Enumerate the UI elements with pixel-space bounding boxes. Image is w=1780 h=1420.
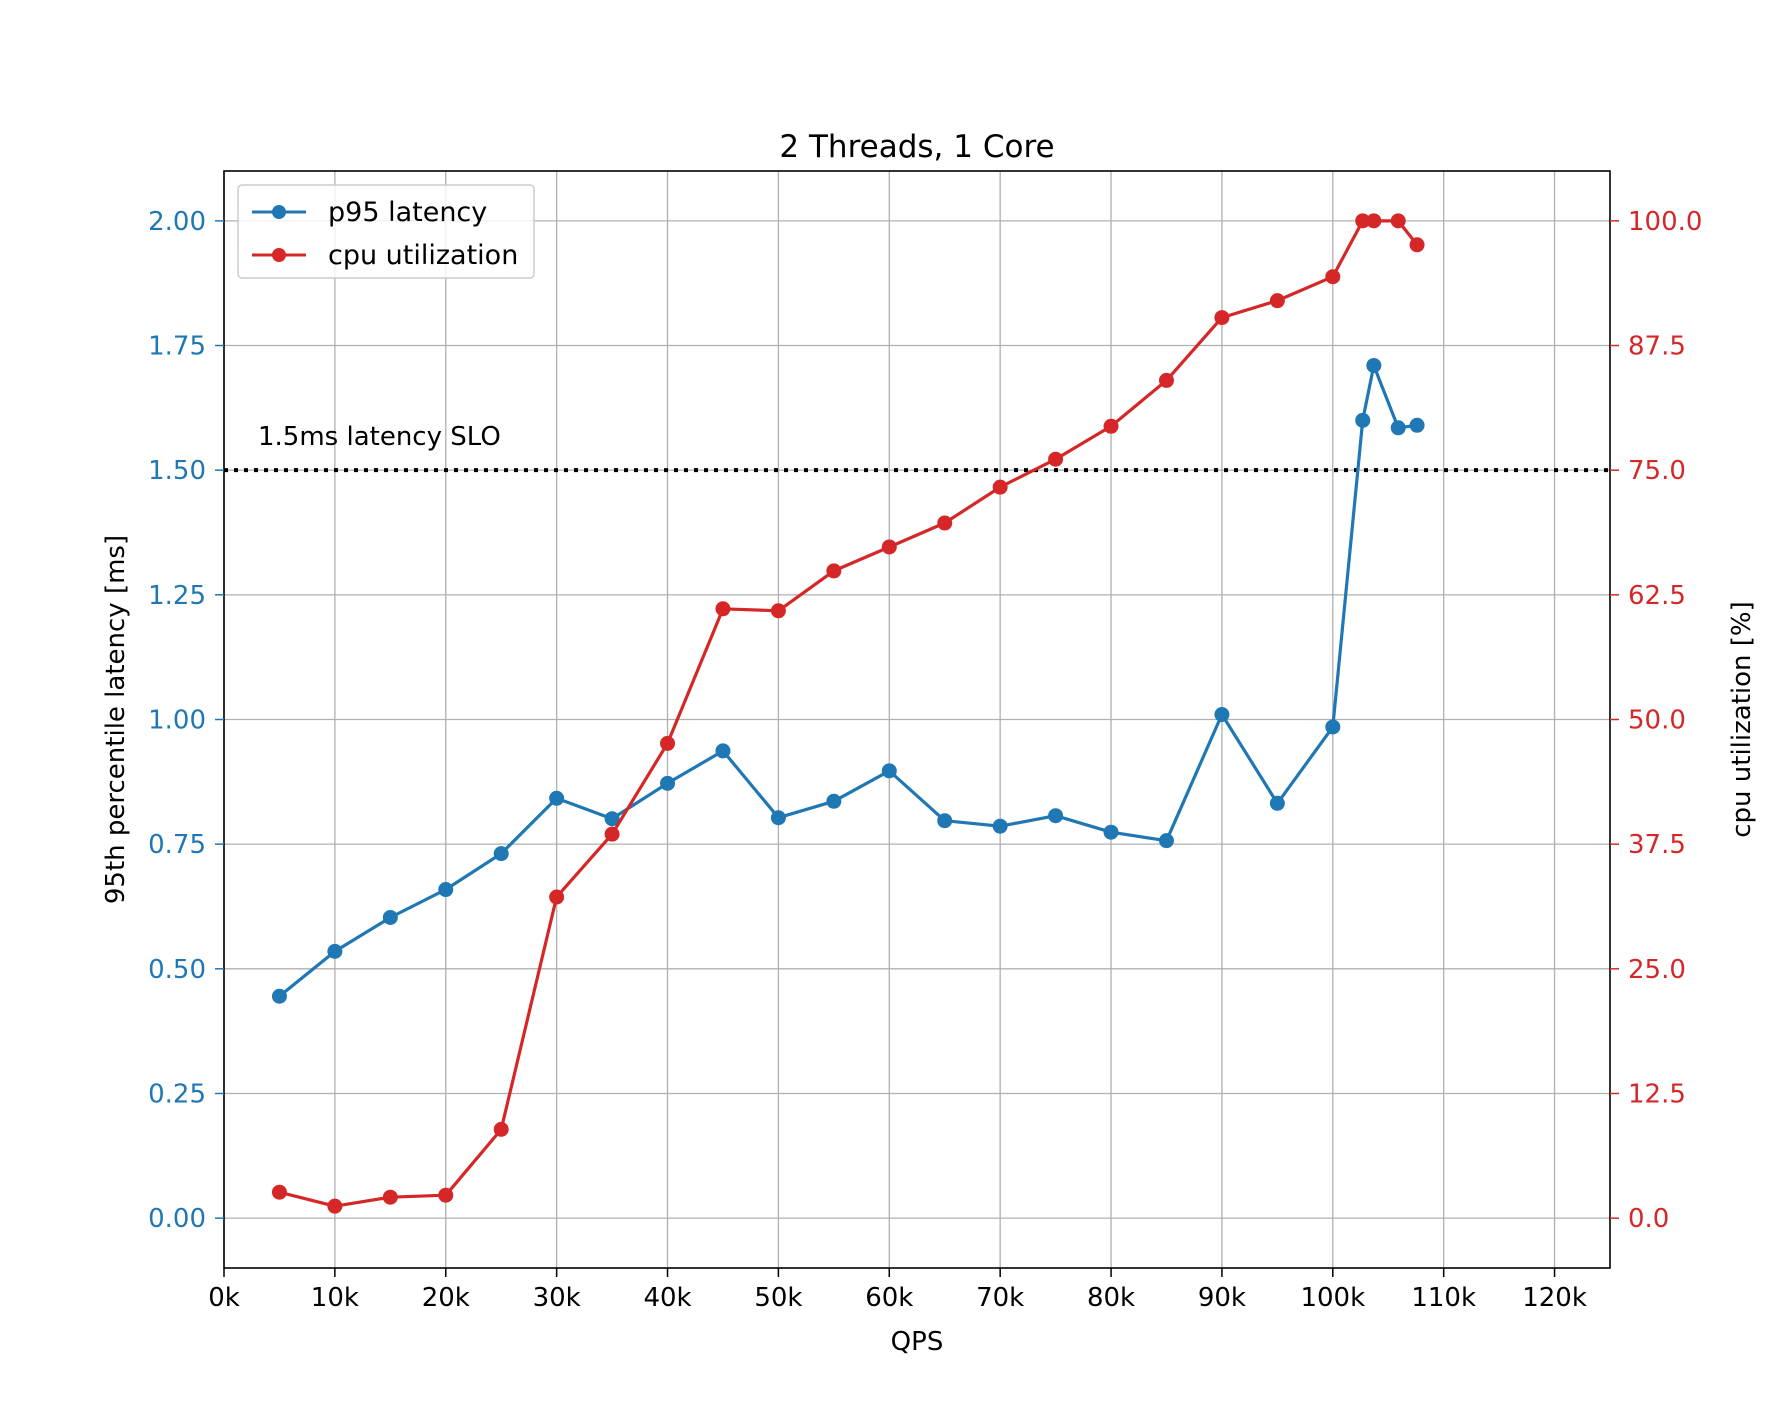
y-tick-label-1-50: 1.50 xyxy=(148,456,206,486)
x-tick-label-100k: 100k xyxy=(1300,1283,1365,1313)
data-point-p95-latency-14 xyxy=(1048,808,1064,824)
legend-box xyxy=(237,184,535,279)
data-point-cpu-utilization-7 xyxy=(660,735,676,751)
series-line-cpu-utilization xyxy=(279,219,1419,1208)
data-point-p95-latency-0 xyxy=(271,988,287,1004)
data-point-p95-latency-7 xyxy=(660,775,676,791)
x-axis-label: QPS xyxy=(891,1327,944,1357)
data-point-p95-latency-20 xyxy=(1355,412,1371,428)
x-tick-label-60k: 60k xyxy=(865,1283,913,1313)
data-point-cpu-utilization-8 xyxy=(715,601,731,617)
data-point-cpu-utilization-18 xyxy=(1269,293,1285,309)
y-tick-label-1-75: 1.75 xyxy=(148,332,206,362)
data-point-cpu-utilization-1 xyxy=(327,1198,343,1214)
y2-tick-label-37-5: 37.5 xyxy=(1628,830,1686,860)
y-axis-left: 0.00 0.25 0.50 0.75 1.00 1.25 1.50 1.75 2.00 xyxy=(148,207,224,1234)
data-point-p95-latency-22 xyxy=(1390,420,1406,436)
data-point-p95-latency-21 xyxy=(1366,357,1382,373)
data-point-p95-latency-4 xyxy=(493,846,509,862)
data-point-cpu-utilization-20 xyxy=(1355,213,1371,229)
x-axis: 0k 10k 20k 30k 40k 50k 60k 70k 80k 90k 100k 110k 120… xyxy=(208,1268,1587,1313)
data-point-p95-latency-8 xyxy=(715,743,731,759)
x-tick-label-20k: 20k xyxy=(422,1283,470,1313)
data-point-cpu-utilization-23 xyxy=(1409,237,1425,253)
y-axis-label: 95th percentile latency [ms] xyxy=(101,535,131,904)
data-point-p95-latency-15 xyxy=(1103,824,1119,840)
data-point-cpu-utilization-16 xyxy=(1158,372,1174,388)
series-layer xyxy=(271,213,1425,1214)
x-tick-label-80k: 80k xyxy=(1087,1283,1135,1313)
data-point-p95-latency-11 xyxy=(881,763,897,779)
x-tick-label-50k: 50k xyxy=(754,1283,802,1313)
series-line-p95-latency xyxy=(278,363,1418,998)
data-point-cpu-utilization-21 xyxy=(1366,213,1382,229)
data-point-p95-latency-18 xyxy=(1269,795,1285,811)
data-point-cpu-utilization-17 xyxy=(1214,310,1230,326)
data-point-cpu-utilization-3 xyxy=(438,1187,454,1203)
legend-label-p95-latency: p95 latency xyxy=(328,197,487,228)
y-tick-label-0-00: 0.00 xyxy=(148,1204,206,1234)
y2-tick-label-87-5: 87.5 xyxy=(1628,332,1686,362)
data-point-cpu-utilization-22 xyxy=(1390,213,1406,229)
y-axis-right: 0.0 12.5 25.0 37.5 50.0 62.5 75.0 87.5 100.0 xyxy=(1610,207,1702,1234)
data-point-cpu-utilization-10 xyxy=(826,563,842,579)
data-point-p95-latency-23 xyxy=(1409,417,1425,433)
legend: p95 latency cpu utilization xyxy=(237,184,535,279)
series-cpu-utilization xyxy=(271,213,1425,1214)
data-point-p95-latency-5 xyxy=(549,790,565,806)
data-point-p95-latency-3 xyxy=(438,882,454,898)
x-tick-label-40k: 40k xyxy=(643,1283,691,1313)
data-point-p95-latency-16 xyxy=(1158,833,1174,849)
data-point-cpu-utilization-14 xyxy=(1048,451,1064,467)
y2-axis-label: cpu utilization [%] xyxy=(1727,601,1757,838)
data-point-p95-latency-13 xyxy=(992,818,1008,834)
y2-tick-label-0-0: 0.0 xyxy=(1628,1204,1669,1234)
data-point-p95-latency-9 xyxy=(770,810,786,826)
x-tick-label-30k: 30k xyxy=(533,1283,581,1313)
y-tick-label-2-00: 2.00 xyxy=(148,207,206,237)
x-tick-label-70k: 70k xyxy=(976,1283,1024,1313)
data-point-cpu-utilization-0 xyxy=(271,1184,287,1200)
y2-tick-label-50-0: 50.0 xyxy=(1628,706,1686,736)
y-tick-label-1-00: 1.00 xyxy=(148,706,206,736)
data-point-cpu-utilization-13 xyxy=(992,479,1008,495)
legend-marker-cpu-utilization xyxy=(272,248,286,262)
data-point-cpu-utilization-12 xyxy=(937,515,953,531)
data-point-cpu-utilization-6 xyxy=(604,826,620,842)
y2-tick-label-25-0: 25.0 xyxy=(1628,955,1686,985)
chart-title: 2 Threads, 1 Core xyxy=(779,129,1054,165)
y2-tick-label-100-0: 100.0 xyxy=(1628,207,1702,237)
data-point-p95-latency-2 xyxy=(382,909,398,925)
x-tick-label-110k: 110k xyxy=(1411,1283,1476,1313)
data-point-cpu-utilization-2 xyxy=(382,1189,398,1205)
data-point-p95-latency-17 xyxy=(1214,707,1230,723)
data-point-p95-latency-1 xyxy=(327,943,343,959)
data-point-cpu-utilization-5 xyxy=(549,889,565,905)
legend-label-cpu-utilization: cpu utilization xyxy=(328,240,518,271)
x-tick-label-90k: 90k xyxy=(1198,1283,1246,1313)
y-tick-label-1-25: 1.25 xyxy=(148,581,206,611)
y-tick-label-0-50: 0.50 xyxy=(148,955,206,985)
data-point-cpu-utilization-19 xyxy=(1325,269,1341,285)
legend-marker-p95-latency xyxy=(272,205,286,219)
data-point-cpu-utilization-4 xyxy=(493,1121,509,1137)
data-point-p95-latency-12 xyxy=(937,813,953,829)
y-tick-label-0-75: 0.75 xyxy=(148,830,206,860)
data-point-p95-latency-6 xyxy=(604,811,620,827)
series-p95-latency xyxy=(271,357,1425,1004)
data-point-cpu-utilization-15 xyxy=(1103,418,1119,434)
data-point-cpu-utilization-11 xyxy=(881,539,897,555)
x-tick-label-10k: 10k xyxy=(311,1283,359,1313)
x-tick-label-0k: 0k xyxy=(208,1283,240,1313)
slo-label: 1.5ms latency SLO xyxy=(258,422,501,452)
y2-tick-label-12-5: 12.5 xyxy=(1628,1079,1686,1109)
data-point-p95-latency-10 xyxy=(826,793,842,809)
y2-tick-label-62-5: 62.5 xyxy=(1628,581,1686,611)
y2-tick-label-75-0: 75.0 xyxy=(1628,456,1686,486)
data-point-cpu-utilization-9 xyxy=(770,603,786,619)
y-tick-label-0-25: 0.25 xyxy=(148,1079,206,1109)
data-point-p95-latency-19 xyxy=(1325,719,1341,735)
x-tick-label-120k: 120k xyxy=(1522,1283,1587,1313)
